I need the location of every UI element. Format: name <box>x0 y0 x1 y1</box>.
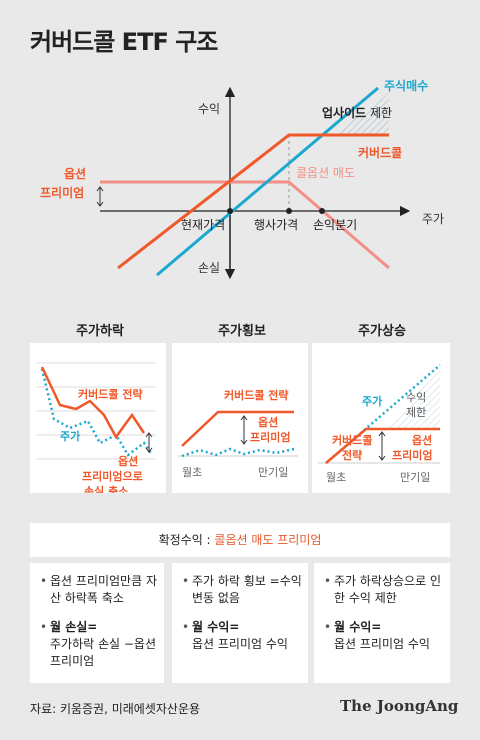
x-start: 월초 <box>326 471 346 484</box>
stock-line <box>40 368 154 457</box>
cc-label: 커버드콜 전략 <box>224 388 289 402</box>
result-bar: 확정수익 : 콜옵션 매도 프리미엄 <box>30 523 450 557</box>
tick-breakeven: 손익분기 <box>313 218 357 232</box>
panel-title-flat: 주가횡보 <box>218 324 266 339</box>
panel-title-up: 주가상승 <box>358 324 406 339</box>
summary-box-up: 주가 하락상승으로 인한 수익 제한 월 수익=옵션 프리미엄 수익 <box>314 563 450 683</box>
note-1: 옵션 <box>118 455 138 468</box>
call-sell-label: 콜옵션 매도 <box>296 166 355 180</box>
cc-label-1: 커버드콜 <box>332 433 372 447</box>
limit-2: 제한 <box>406 406 426 419</box>
premium-label-1: 옵션 <box>64 166 86 181</box>
call-sell-line <box>100 180 390 270</box>
premium-1: 옵션 <box>412 434 432 447</box>
result-value: 콜옵션 매도 프리미엄 <box>214 533 322 547</box>
stock-label: 주가 <box>60 429 80 443</box>
tick-strike: 행사가격 <box>254 217 298 232</box>
premium-1: 옵션 <box>258 416 278 429</box>
upside-hatch <box>332 93 389 135</box>
tick-current: 현재가격 <box>181 218 225 232</box>
page-title: 커버드콜 ETF 구조 <box>30 28 218 56</box>
summary-box-flat: 주가 하락 횡보 =수익 변동 없음 월 수익=옵션 프리미엄 수익 <box>172 563 308 683</box>
panel-flat: 커버드콜 전략 옵션 프리미엄 월초 만기일 <box>172 343 308 493</box>
upside-label: 업사이드 제한 <box>322 105 392 120</box>
summary-item: 월 수익=옵션 프리미엄 수익 <box>324 619 444 653</box>
premium-2: 프리미엄 <box>250 430 290 444</box>
stock-label: 주가 <box>362 394 382 408</box>
premium-2: 프리미엄 <box>392 448 432 462</box>
x-end: 만기일 <box>258 465 288 479</box>
y-label-top: 수익 <box>198 102 220 116</box>
summary-item: 주가 하락 횡보 =수익 변동 없음 <box>182 573 302 607</box>
note-3: 손실 축소 <box>84 484 128 493</box>
cc-label-2: 전략 <box>342 448 362 462</box>
limit-1: 수익 <box>406 391 426 404</box>
summary-item: 월 손실=주가하락 손실 −옵션 프리미엄 <box>40 619 158 670</box>
panel-title-down: 주가하락 <box>76 324 124 339</box>
covered-call-line <box>325 427 440 464</box>
source-note: 자료: 키움증권, 미래에셋자산운용 <box>30 702 201 716</box>
stock-buy-line <box>156 86 379 277</box>
stock-buy-label: 주식매수 <box>384 78 428 93</box>
summary-item: 옵션 프리미엄만큼 자산 하락폭 축소 <box>40 573 158 607</box>
summary-item: 월 수익=옵션 프리미엄 수익 <box>182 619 302 653</box>
result-prefix: 확정수익 : <box>158 533 215 547</box>
cc-label: 커버드콜 전략 <box>78 387 143 401</box>
covered-call-label: 커버드콜 <box>358 145 402 160</box>
y-label-bottom: 손실 <box>198 261 220 275</box>
panel-down: 커버드콜 전략 주가 옵션 프리미엄으로 손실 축소 <box>30 343 166 498</box>
note-2: 프리미엄으로 <box>82 469 143 483</box>
summary-item: 주가 하락상승으로 인한 수익 제한 <box>324 573 444 607</box>
summary-box-down: 옵션 프리미엄만큼 자산 하락폭 축소 월 손실=주가하락 손실 −옵션 프리미… <box>30 563 164 683</box>
x-end: 만기일 <box>400 470 430 484</box>
covered-call-line <box>117 133 389 270</box>
x-label: 주가 <box>422 212 444 226</box>
panel-up: 주가 수익 제한 커버드콜 전략 옵션 프리미엄 월초 만기일 <box>312 343 450 493</box>
publisher-logo: The JoongAng <box>340 697 459 715</box>
payoff-diagram: 수익 손실 주가 주식매수 업사이드 제한 커버드콜 콜옵션 매도 옵션 프리미… <box>40 78 444 280</box>
covered-call-line <box>181 410 294 447</box>
covered-call-line <box>40 366 146 440</box>
premium-label-2: 프리미엄 <box>40 185 84 200</box>
x-start: 월초 <box>182 466 202 479</box>
stock-line <box>181 447 295 458</box>
